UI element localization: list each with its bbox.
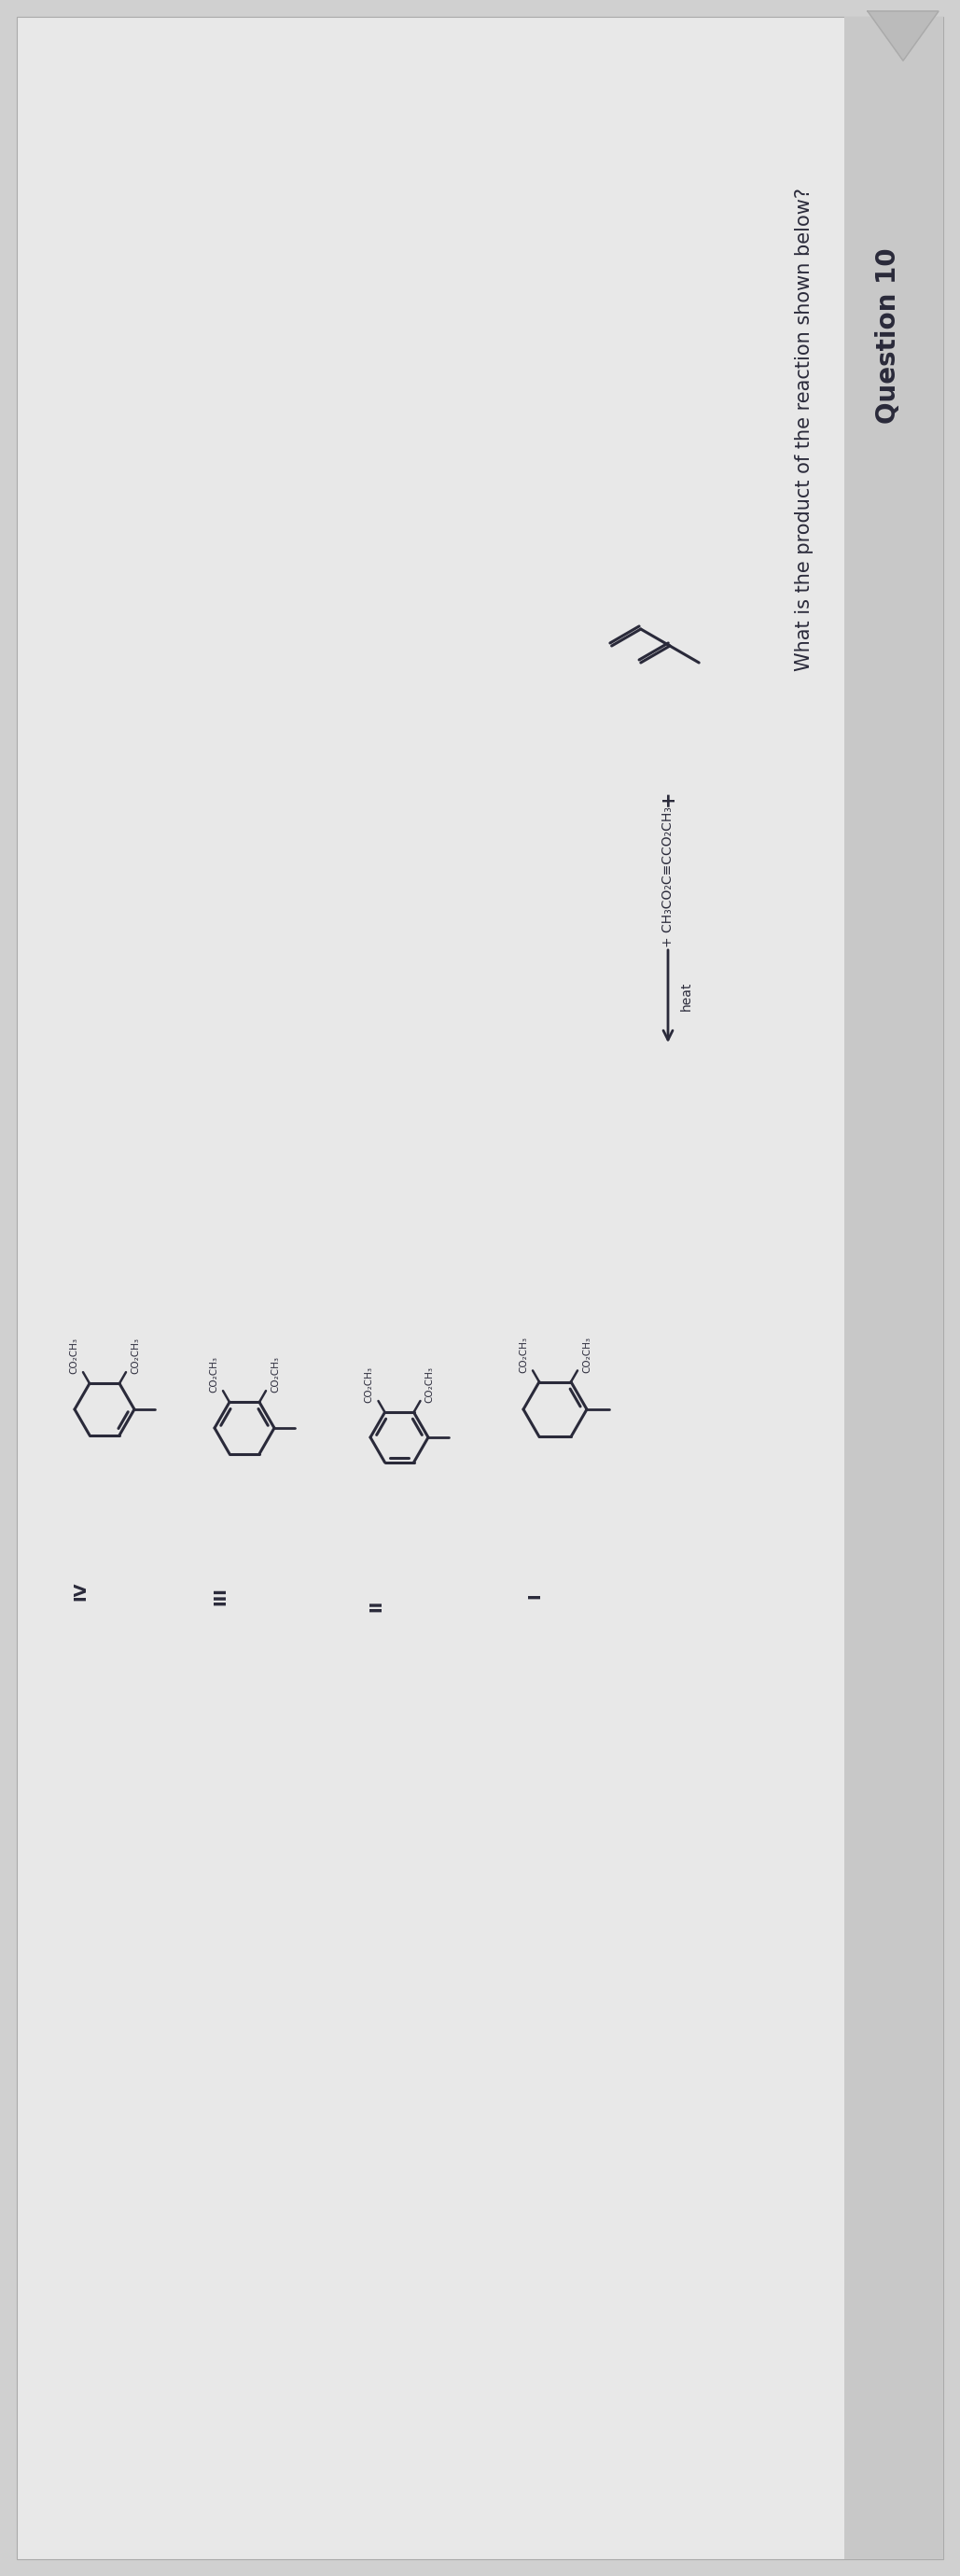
- Text: heat: heat: [680, 981, 693, 1010]
- Text: CO₂CH₃: CO₂CH₃: [425, 1368, 434, 1404]
- Text: CO₂CH₃: CO₂CH₃: [209, 1358, 218, 1394]
- Text: What is the product of the reaction shown below?: What is the product of the reaction show…: [795, 188, 813, 672]
- Text: CO₂CH₃: CO₂CH₃: [518, 1337, 528, 1373]
- Text: CO₂CH₃: CO₂CH₃: [271, 1358, 280, 1394]
- Text: III: III: [212, 1587, 228, 1605]
- Text: CO₂CH₃: CO₂CH₃: [364, 1368, 373, 1404]
- Text: I: I: [526, 1592, 543, 1600]
- Text: CO₂CH₃: CO₂CH₃: [69, 1337, 79, 1373]
- Text: + CH₃CO₂C≡CCO₂CH₃: + CH₃CO₂C≡CCO₂CH₃: [661, 806, 675, 948]
- Text: CO₂CH₃: CO₂CH₃: [582, 1337, 591, 1373]
- Text: II: II: [368, 1600, 384, 1613]
- Polygon shape: [868, 10, 939, 62]
- Bar: [844, 18, 944, 2558]
- Text: CO₂CH₃: CO₂CH₃: [131, 1337, 140, 1373]
- Text: Question 10: Question 10: [876, 247, 901, 425]
- Text: IV: IV: [72, 1582, 88, 1600]
- Text: +: +: [659, 791, 678, 806]
